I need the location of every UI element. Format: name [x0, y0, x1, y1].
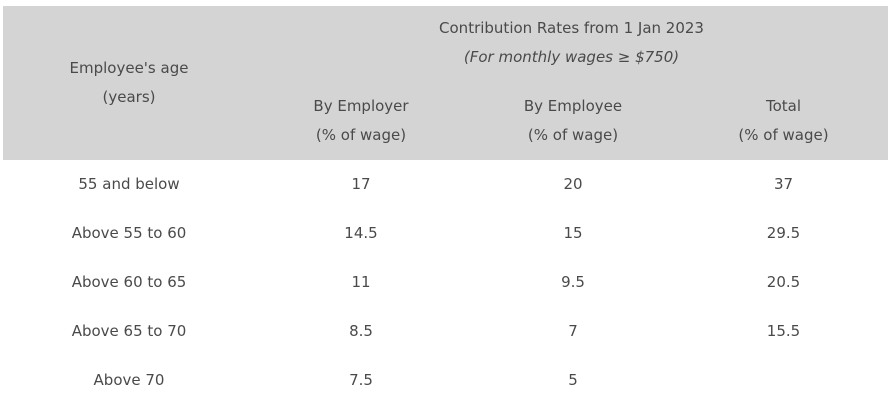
total-rate-cell: 37 — [773, 175, 794, 193]
employer-header-line2: (% of wage) — [315, 126, 407, 144]
contribution-rates-subtitle: (For monthly wages ≥ $750) — [463, 48, 680, 66]
employer-rate-cell: 8.5 — [349, 321, 373, 340]
employer-rate-cell: 7.5 — [349, 370, 373, 389]
employee-rate-cell: 15 — [563, 223, 583, 242]
contribution-rates-table: Employee's age (years) Contribution Rate… — [3, 6, 888, 404]
employee-rate-cell: 7 — [568, 321, 578, 340]
age-header-line2: (years) — [102, 88, 156, 106]
age-cell: Above 60 to 65 — [71, 272, 187, 291]
table-header: Employee's age (years) Contribution Rate… — [3, 6, 888, 160]
age-cell: Above 55 to 60 — [71, 223, 187, 242]
total-rate-cell: 29.5 — [766, 223, 801, 242]
table-body: 55 and below 17 20 37 Above 55 to 60 14.… — [3, 160, 888, 404]
table-row: Above 65 to 70 8.5 7 15.5 — [3, 306, 888, 355]
employer-rate-cell: 17 — [351, 175, 371, 193]
table-row: Above 55 to 60 14.5 15 29.5 — [3, 208, 888, 257]
table-row: Above 70 7.5 5 — [3, 355, 888, 404]
employee-header-line1: By Employee — [523, 97, 623, 115]
employer-rate-cell: 14.5 — [344, 223, 378, 242]
table-row: Above 60 to 65 11 9.5 20.5 — [3, 257, 888, 306]
total-rate-cell — [679, 355, 888, 404]
age-header-line1: Employee's age — [69, 59, 189, 77]
contribution-rates-title: Contribution Rates from 1 Jan 2023 — [439, 19, 704, 37]
total-rate-cell: 15.5 — [766, 321, 801, 340]
employer-rate-cell: 11 — [351, 272, 371, 291]
table-row: 55 and below 17 20 37 — [3, 160, 888, 208]
employee-header-line2: (% of wage) — [527, 126, 619, 144]
age-cell: Above 70 — [93, 370, 165, 389]
employer-header-line1: By Employer — [313, 97, 409, 115]
employee-rate-cell: 5 — [568, 370, 578, 389]
age-cell: Above 65 to 70 — [71, 321, 187, 340]
employee-rate-cell: 20 — [563, 175, 583, 193]
total-header-line2: (% of wage) — [738, 126, 829, 144]
total-rate-cell: 20.5 — [766, 272, 801, 291]
age-cell: 55 and below — [78, 175, 180, 193]
employee-rate-cell: 9.5 — [561, 272, 585, 291]
total-header-line1: Total — [765, 97, 802, 115]
